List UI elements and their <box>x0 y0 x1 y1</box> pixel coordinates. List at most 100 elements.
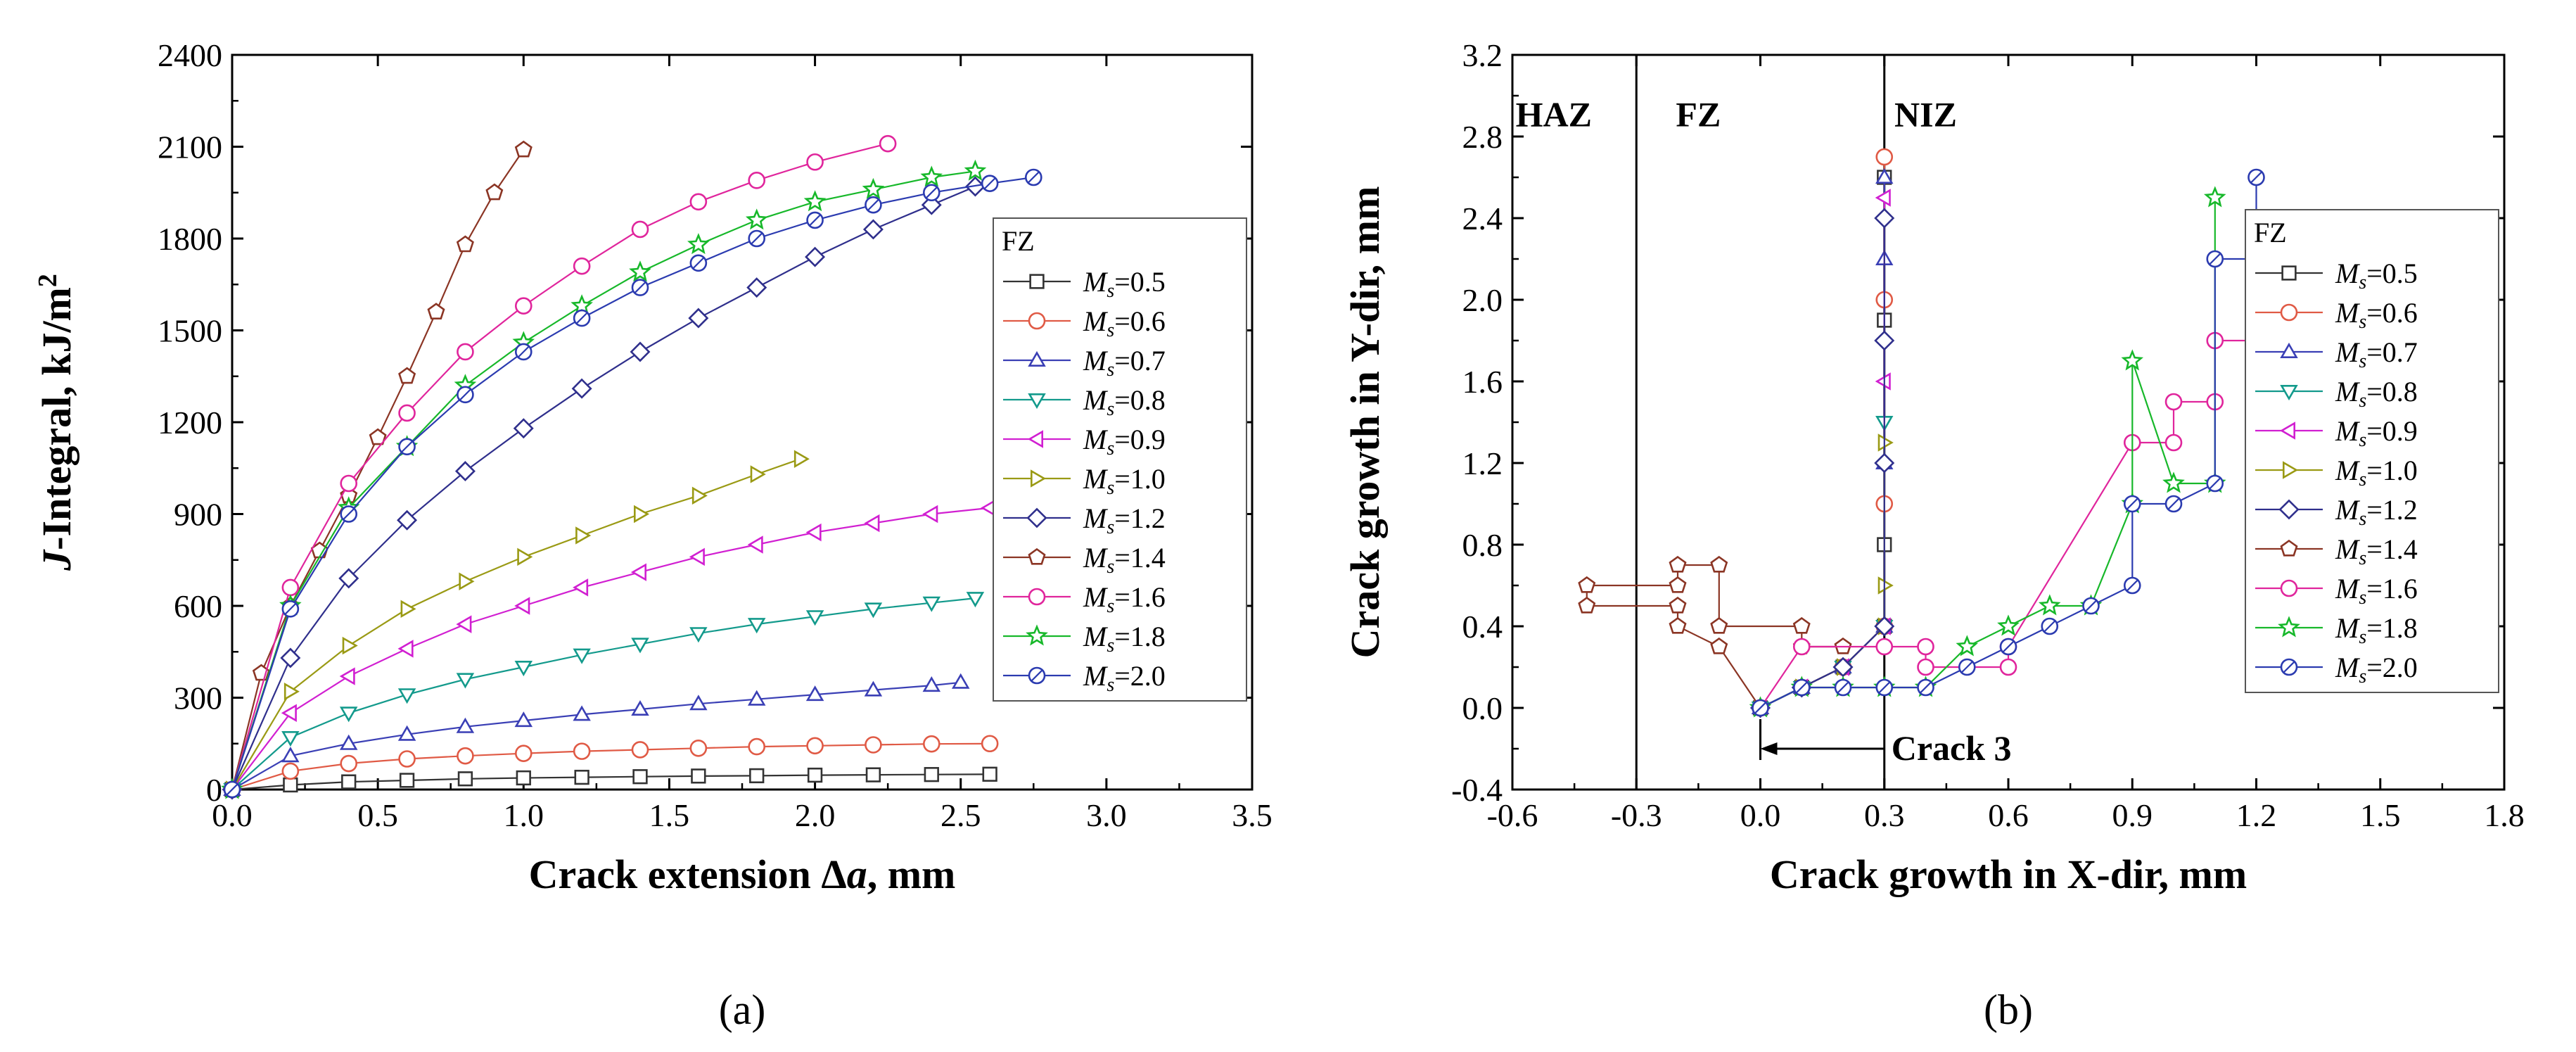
series-ms-1-2 <box>1749 208 1895 718</box>
x-tick-label: -0.6 <box>1487 797 1538 833</box>
legend-marker <box>1028 430 1043 448</box>
legend-marker <box>1028 350 1046 367</box>
data-point <box>514 140 533 158</box>
y-tick-label: 2.8 <box>1462 119 1503 155</box>
series-ms-0-5 <box>1752 170 1892 716</box>
data-point <box>805 246 826 267</box>
data-point <box>689 193 708 211</box>
legend-label: Ms=1.2 <box>2335 494 2418 530</box>
legend-label: Ms=0.5 <box>2335 258 2418 293</box>
data-point <box>281 731 300 747</box>
data-point <box>340 474 358 493</box>
legend-label: Ms=0.8 <box>1083 384 1166 420</box>
data-point <box>689 254 708 272</box>
chart-b-x-axis-title: Crack growth in X-dir, mm <box>1770 851 2247 897</box>
series-ms-0-9 <box>1751 189 1891 717</box>
data-point <box>399 773 415 788</box>
data-point <box>281 747 300 763</box>
data-point <box>575 526 592 545</box>
data-point <box>281 762 300 780</box>
legend-label: Ms=1.8 <box>2335 612 2418 648</box>
legend-marker <box>1029 274 1045 289</box>
data-point <box>516 770 531 786</box>
data-point <box>1874 208 1895 229</box>
crack-arrow-head <box>1760 742 1778 755</box>
data-point <box>630 341 651 362</box>
legend-marker <box>2278 616 2300 638</box>
x-tick-label: 1.0 <box>504 797 544 833</box>
data-point <box>2206 250 2224 268</box>
data-point <box>338 568 359 589</box>
data-point <box>632 769 648 785</box>
data-point <box>747 535 763 554</box>
data-point <box>1875 638 1894 656</box>
data-point <box>748 737 766 756</box>
data-point <box>631 638 649 654</box>
delta-symbol: Δ <box>821 851 846 897</box>
legend-marker <box>2280 342 2298 359</box>
legend-entry: Ms=1.8 <box>2255 612 2418 648</box>
data-point <box>397 688 416 704</box>
data-point <box>573 257 591 275</box>
series-line <box>231 507 990 790</box>
data-point <box>1875 678 1894 697</box>
series-ms-1-4 <box>1578 555 1852 716</box>
data-point <box>921 194 942 215</box>
data-point <box>1710 555 1728 573</box>
data-point <box>457 386 474 404</box>
data-point <box>454 461 476 482</box>
data-point <box>514 660 533 677</box>
series-line <box>231 143 888 790</box>
x-tick-label: 0.0 <box>1740 797 1781 833</box>
x-tick-label: -0.3 <box>1611 797 1662 833</box>
legend-entry: Ms=1.4 <box>2255 533 2418 569</box>
x-tick-label: 0.0 <box>212 797 253 833</box>
series-line <box>231 186 976 790</box>
series-ms-2-0 <box>1752 168 2265 717</box>
data-point <box>397 509 418 531</box>
data-point <box>982 766 997 782</box>
legend-entry: Ms=1.2 <box>1003 502 1166 538</box>
data-point <box>339 667 355 685</box>
legend-label: Ms=0.9 <box>1083 424 1166 460</box>
panel-b-label: (b) <box>1984 987 2033 1033</box>
legend-label: Ms=1.2 <box>1083 502 1166 538</box>
legend-label: Ms=1.6 <box>1083 581 1166 617</box>
y-tick-label: 2400 <box>158 37 222 73</box>
chart-b-series <box>1578 148 2265 718</box>
data-point <box>514 744 533 762</box>
legend-marker <box>1028 547 1046 565</box>
data-point <box>631 279 649 296</box>
data-point <box>2164 495 2183 513</box>
data-point <box>513 418 534 439</box>
legend-entry: Ms=1.6 <box>1003 581 1166 617</box>
legend-entry: Ms=1.2 <box>2255 494 2418 530</box>
data-point <box>2041 617 2059 635</box>
legend-entry: Ms=0.5 <box>1003 266 1166 302</box>
data-point <box>1875 167 1894 184</box>
data-point <box>1578 576 1596 593</box>
legend-marker <box>1026 624 1048 646</box>
chart-a-ticks: 0.0 0.5 1.0 1.5 2.0 2.5 3.0 3.5 0 300 600 900 1200 15… <box>158 37 1273 833</box>
y-tick-label: 1800 <box>158 221 222 257</box>
data-point <box>341 774 357 790</box>
data-point <box>862 177 885 199</box>
data-point <box>283 777 298 793</box>
data-point <box>1917 658 1934 676</box>
legend-label: Ms=2.0 <box>2335 652 2418 687</box>
data-point <box>573 742 591 760</box>
data-point <box>1710 637 1728 654</box>
data-point <box>369 428 387 445</box>
legend-label: Ms=0.5 <box>1083 266 1166 302</box>
series-ms-1-0 <box>1754 433 1894 717</box>
y-tick-label: 0.0 <box>1462 690 1503 726</box>
y-tick-label: 0.8 <box>1462 527 1503 563</box>
y-tick-label: 1.6 <box>1462 364 1503 400</box>
legend-label: Ms=0.7 <box>1083 345 1166 381</box>
data-point <box>1875 372 1891 391</box>
chart-a-series <box>221 134 1042 800</box>
data-point <box>922 676 941 692</box>
data-point <box>574 769 589 785</box>
data-point <box>514 597 530 615</box>
data-point <box>514 297 533 315</box>
